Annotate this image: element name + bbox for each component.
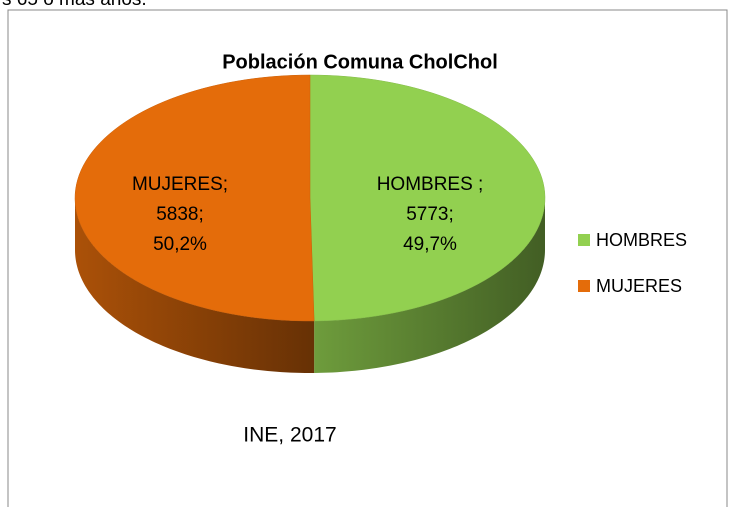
source-note: INE, 2017 — [243, 424, 336, 447]
header-text: s 65 o más años. — [2, 0, 147, 10]
chart-title: Población Comuna CholChol — [222, 51, 498, 73]
chart-frame — [7, 9, 728, 507]
data-label-value: 5838; — [156, 204, 204, 225]
pie-side — [75, 198, 315, 373]
pie-slice — [309, 74, 546, 322]
legend-label: MUJERES — [596, 276, 682, 296]
pie-slice — [74, 74, 315, 322]
data-label-value: 5773; — [406, 204, 454, 225]
pie-side — [314, 198, 545, 373]
legend-label: HOMBRES — [596, 230, 687, 250]
pie — [74, 74, 546, 373]
data-label-name: MUJERES; — [132, 174, 228, 195]
data-label-percent: 49,7% — [403, 234, 457, 255]
data-label-name: HOMBRES ; — [377, 174, 484, 195]
legend-swatch — [578, 234, 590, 246]
data-label-percent: 50,2% — [153, 234, 207, 255]
legend-swatch — [578, 280, 590, 292]
